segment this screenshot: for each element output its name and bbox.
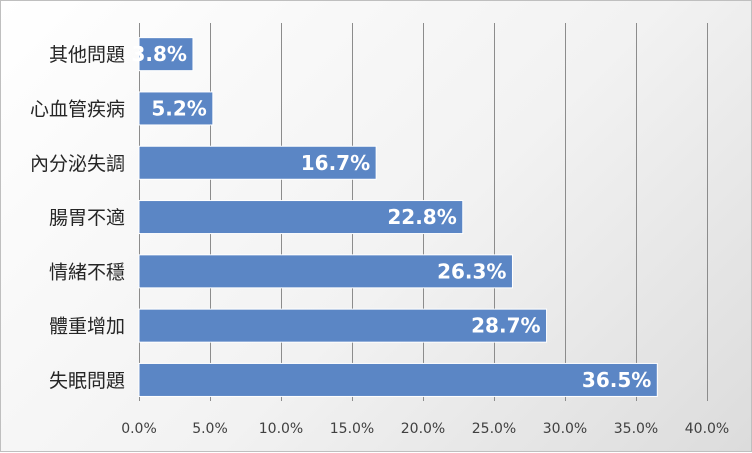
category-label: 心血管疾病: [30, 98, 125, 120]
x-tick-label: 5.0%: [192, 421, 228, 437]
category-label: 情緒不穩: [49, 261, 125, 283]
bar: [138, 145, 377, 180]
data-label: 16.7%: [301, 151, 370, 175]
category-label: 失眠問題: [49, 370, 125, 392]
x-tick-label: 25.0%: [472, 421, 516, 437]
data-label: 3.8%: [131, 42, 186, 66]
bars: 3.8% 5.2% 16.7% 22.8% 26.3% 28.7% 36.5%: [131, 37, 658, 397]
category-label: 體重增加: [49, 316, 125, 338]
data-label: 26.3%: [437, 259, 506, 283]
bar: [138, 37, 194, 72]
data-label: 36.5%: [582, 368, 651, 392]
bar: [138, 308, 548, 343]
category-label: 其他問題: [49, 44, 125, 66]
x-tick-label: 35.0%: [614, 421, 658, 437]
data-label: 22.8%: [387, 205, 456, 229]
bar: [138, 91, 214, 126]
bar: [138, 200, 464, 235]
x-tick-labels: 0.0% 5.0% 10.0% 15.0% 20.0% 25.0% 30.0% 35.0% 40…: [121, 421, 729, 437]
bar: [138, 362, 658, 397]
data-label: 5.2%: [151, 96, 206, 120]
x-tick-label: 15.0%: [330, 421, 374, 437]
x-tick-label: 30.0%: [543, 421, 587, 437]
bar: [138, 254, 513, 289]
x-tick-label: 0.0%: [121, 421, 157, 437]
category-label: 腸胃不適: [49, 207, 125, 229]
x-tick-label: 10.0%: [259, 421, 303, 437]
data-label: 28.7%: [471, 314, 540, 338]
x-tick-label: 20.0%: [401, 421, 445, 437]
x-tick-label: 40.0%: [685, 421, 729, 437]
category-label: 內分泌失調: [30, 153, 125, 175]
